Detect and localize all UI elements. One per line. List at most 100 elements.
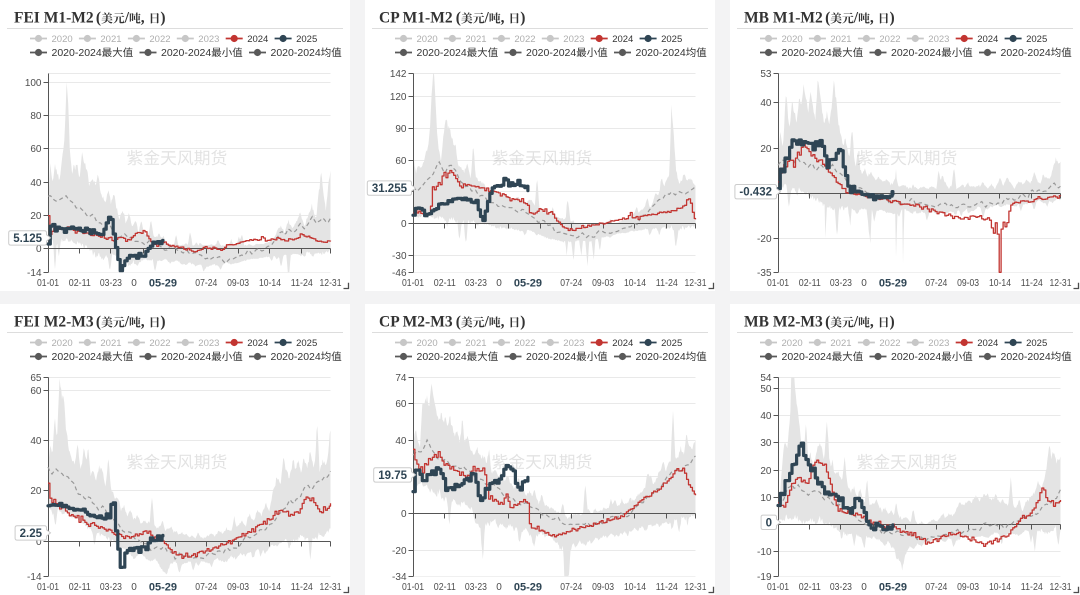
svg-text:2020-2024: 2020-2024: [891, 351, 941, 363]
svg-text:2020: 2020: [782, 34, 803, 45]
svg-text:0: 0: [401, 509, 407, 520]
svg-text:74: 74: [395, 373, 407, 384]
svg-text:01-01: 01-01: [402, 278, 424, 289]
svg-text:0: 0: [131, 582, 137, 593]
svg-text:-35: -35: [757, 268, 772, 279]
svg-text:2025: 2025: [1026, 338, 1047, 349]
svg-text:10-14: 10-14: [989, 582, 1011, 593]
svg-text:): ): [520, 10, 525, 27]
svg-text:): ): [890, 314, 895, 331]
svg-text:,: ,: [870, 314, 874, 331]
svg-text:2024: 2024: [247, 34, 268, 45]
svg-text:142: 142: [390, 69, 407, 80]
svg-text:53: 53: [760, 69, 772, 80]
svg-text:60: 60: [395, 156, 407, 167]
svg-text:/: /: [484, 10, 490, 27]
svg-text:2025: 2025: [296, 34, 317, 45]
svg-text:2020-2024: 2020-2024: [417, 351, 467, 363]
svg-text:2023: 2023: [563, 338, 584, 349]
svg-text:07-24: 07-24: [195, 582, 217, 593]
svg-text:12-31: 12-31: [1050, 582, 1072, 593]
svg-text:): ): [160, 314, 165, 331]
svg-text:120: 120: [390, 92, 407, 103]
svg-text:/: /: [853, 314, 859, 331]
svg-text:02-11: 02-11: [434, 278, 456, 289]
svg-text:FEI M2-M3: FEI M2-M3: [14, 314, 94, 331]
svg-text:11-24: 11-24: [1021, 582, 1043, 593]
svg-text:0: 0: [861, 582, 867, 593]
svg-text:12-31: 12-31: [685, 278, 707, 289]
svg-text:01-01: 01-01: [767, 278, 789, 289]
svg-text:40: 40: [30, 178, 42, 189]
svg-text:2021: 2021: [830, 34, 851, 45]
svg-text:2020: 2020: [52, 338, 73, 349]
svg-text:07-24: 07-24: [925, 582, 947, 593]
svg-text:10-14: 10-14: [989, 278, 1011, 289]
svg-text:20: 20: [760, 144, 772, 155]
svg-text:2020-2024: 2020-2024: [526, 47, 576, 59]
svg-text:100: 100: [25, 78, 42, 89]
svg-text:-20: -20: [757, 234, 772, 245]
svg-text:(: (: [96, 314, 101, 331]
svg-text:,: ,: [141, 10, 145, 27]
svg-text:/: /: [124, 10, 130, 27]
svg-text:11-24: 11-24: [656, 582, 678, 593]
svg-text:12-31: 12-31: [685, 582, 707, 593]
svg-text:02-11: 02-11: [799, 278, 821, 289]
svg-text:-30: -30: [392, 251, 407, 262]
svg-text:2021: 2021: [100, 34, 121, 45]
svg-text:2020-2024: 2020-2024: [636, 351, 686, 363]
svg-text:05-29: 05-29: [514, 582, 542, 594]
svg-text:2020-2024: 2020-2024: [636, 47, 686, 59]
svg-text:2025: 2025: [1026, 34, 1047, 45]
svg-text:-0.432: -0.432: [739, 187, 772, 199]
svg-text:31.255: 31.255: [372, 183, 408, 195]
svg-text:11-24: 11-24: [291, 582, 313, 593]
svg-text:03-23: 03-23: [465, 582, 487, 593]
svg-text:50: 50: [760, 384, 772, 395]
svg-text:(: (: [456, 314, 461, 331]
svg-text:2020: 2020: [417, 338, 438, 349]
svg-text:0: 0: [36, 537, 42, 548]
svg-text:/: /: [124, 314, 130, 331]
svg-text:2020-2024: 2020-2024: [1001, 47, 1051, 59]
svg-text:2025: 2025: [661, 34, 682, 45]
svg-text:09-03: 09-03: [592, 278, 614, 289]
svg-text:2020-2024: 2020-2024: [271, 47, 321, 59]
svg-text:40: 40: [760, 411, 772, 422]
svg-text:40: 40: [760, 98, 772, 109]
svg-text:11-24: 11-24: [656, 278, 678, 289]
svg-text:2020-2024: 2020-2024: [1001, 351, 1051, 363]
svg-text:,: ,: [501, 314, 505, 331]
svg-text:07-24: 07-24: [560, 582, 582, 593]
svg-text:2022: 2022: [149, 338, 170, 349]
svg-text:30: 30: [760, 438, 772, 449]
svg-text:MB M2-M3: MB M2-M3: [744, 314, 823, 331]
svg-text:05-29: 05-29: [879, 582, 907, 594]
svg-text:20: 20: [30, 211, 42, 222]
svg-text:2021: 2021: [830, 338, 851, 349]
svg-text:2020-2024: 2020-2024: [891, 47, 941, 59]
svg-text:10-14: 10-14: [259, 278, 281, 289]
svg-text:2021: 2021: [465, 34, 486, 45]
svg-text:2020-2024: 2020-2024: [782, 351, 832, 363]
svg-text:2020: 2020: [417, 34, 438, 45]
svg-text:20: 20: [760, 466, 772, 477]
svg-text:-14: -14: [27, 268, 42, 279]
svg-text:07-24: 07-24: [925, 278, 947, 289]
svg-text:02-11: 02-11: [434, 582, 456, 593]
svg-text:2020: 2020: [782, 338, 803, 349]
svg-text:/: /: [853, 10, 859, 27]
svg-text:10-14: 10-14: [624, 278, 646, 289]
svg-text:05-29: 05-29: [879, 278, 907, 290]
svg-text:CP M1-M2: CP M1-M2: [379, 10, 453, 27]
svg-text:2022: 2022: [879, 34, 900, 45]
svg-text:2020-2024: 2020-2024: [52, 47, 102, 59]
svg-text:2024: 2024: [247, 338, 268, 349]
svg-text:80: 80: [30, 111, 42, 122]
svg-text:54: 54: [760, 373, 772, 384]
svg-text:CP M2-M3: CP M2-M3: [379, 314, 453, 331]
svg-text:): ): [890, 10, 895, 27]
svg-text:0: 0: [861, 278, 867, 289]
svg-text:0: 0: [131, 278, 137, 289]
